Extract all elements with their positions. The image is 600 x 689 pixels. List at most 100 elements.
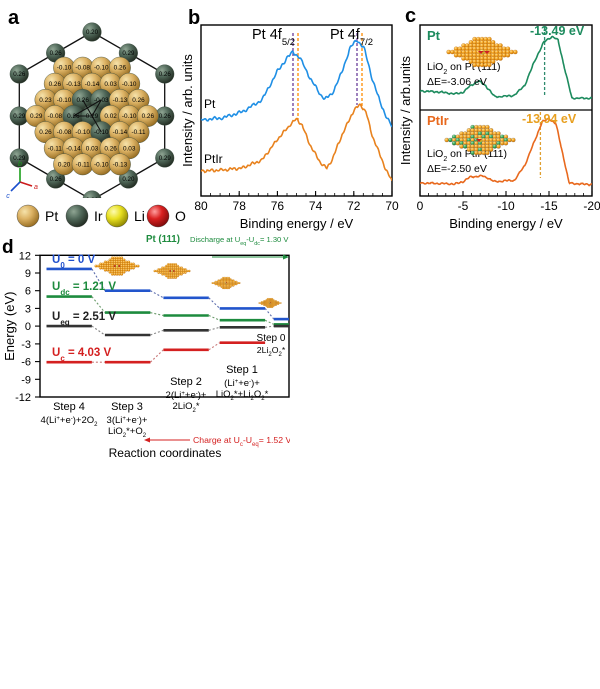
svg-text:74: 74 [309, 199, 323, 213]
svg-text:9: 9 [25, 268, 31, 280]
svg-text:0.26: 0.26 [142, 113, 155, 120]
svg-text:PtIr: PtIr [427, 113, 449, 128]
svg-text:-0.13: -0.13 [113, 161, 128, 168]
svg-text:0.26: 0.26 [49, 81, 62, 88]
svg-text:0.29: 0.29 [30, 113, 43, 120]
svg-text:-0.14: -0.14 [66, 145, 81, 152]
svg-text:0.03: 0.03 [123, 145, 136, 152]
svg-text:0.26: 0.26 [50, 50, 63, 57]
svg-text:3(Li++e-)+: 3(Li++e-)+ [107, 415, 148, 426]
svg-text:-0.14: -0.14 [113, 129, 128, 136]
svg-text:Step 2: Step 2 [170, 376, 202, 388]
svg-text:0.26: 0.26 [104, 145, 117, 152]
svg-text:-0.10: -0.10 [94, 161, 109, 168]
svg-text:-0.14: -0.14 [85, 81, 100, 88]
svg-text:b: b [18, 161, 22, 168]
svg-text:Binding energy / eV: Binding energy / eV [449, 216, 563, 231]
svg-text:Ueq = 2.51 V: Ueq = 2.51 V [52, 311, 116, 327]
svg-text:Step 3: Step 3 [111, 401, 143, 413]
svg-text:-15: -15 [540, 199, 558, 213]
svg-text:2Li2O2*: 2Li2O2* [257, 345, 286, 358]
svg-text:0.29: 0.29 [13, 113, 26, 120]
svg-text:Intensity / arb. units: Intensity / arb. units [182, 54, 195, 167]
svg-text:-0.10: -0.10 [57, 97, 72, 104]
svg-text:-9: -9 [21, 374, 31, 386]
svg-text:Step 0: Step 0 [257, 333, 286, 344]
svg-text:Intensity / arb.units: Intensity / arb.units [400, 55, 413, 165]
svg-text:Pt (111): Pt (111) [146, 234, 180, 245]
svg-text:-3: -3 [21, 339, 31, 351]
svg-text:b: b [188, 7, 200, 29]
svg-text:-0.10: -0.10 [94, 129, 109, 136]
svg-text:4(Li++e-)+2O2: 4(Li++e-)+2O2 [41, 415, 99, 428]
svg-text:0.29: 0.29 [159, 155, 172, 162]
svg-text:-0.11: -0.11 [76, 161, 91, 168]
svg-text:-6: -6 [21, 357, 31, 369]
svg-text:(Li++e-)+: (Li++e-)+ [224, 378, 260, 389]
svg-text:Energy (eV): Energy (eV) [2, 292, 17, 361]
svg-text:2LiO2*: 2LiO2* [172, 401, 199, 414]
svg-text:Uc = 4.03 V: Uc = 4.03 V [52, 347, 111, 363]
svg-text:-0.10: -0.10 [122, 113, 137, 120]
svg-text:-0.13: -0.13 [113, 97, 128, 104]
svg-text:-20: -20 [583, 199, 600, 213]
svg-text:-0.08: -0.08 [48, 113, 63, 120]
svg-text:Discharge at Ueq-Udc= 1.30 V: Discharge at Ueq-Udc= 1.30 V [190, 235, 289, 247]
svg-text:a: a [34, 184, 38, 191]
svg-text:Li: Li [134, 208, 145, 224]
svg-text:-0.08: -0.08 [75, 65, 90, 72]
svg-text:0: 0 [417, 199, 424, 213]
svg-text:12: 12 [19, 250, 31, 262]
svg-text:-0.08: -0.08 [57, 129, 72, 136]
svg-text:0.20: 0.20 [86, 29, 99, 36]
svg-text:0.26: 0.26 [13, 71, 26, 78]
svg-text:Reaction coordinates: Reaction coordinates [109, 446, 222, 460]
svg-text:Pt: Pt [204, 97, 216, 111]
svg-text:LiO2*+Li2O2*: LiO2*+Li2O2* [216, 389, 269, 402]
svg-text:3: 3 [25, 303, 31, 315]
svg-text:0.03: 0.03 [86, 145, 99, 152]
svg-text:PtIr: PtIr [204, 152, 223, 166]
svg-text:-10: -10 [497, 199, 515, 213]
svg-text:LiO2*+O2: LiO2*+O2 [108, 426, 147, 439]
svg-text:-5: -5 [458, 199, 469, 213]
svg-text:ΔE=-2.50 eV: ΔE=-2.50 eV [427, 163, 487, 175]
svg-text:0.20: 0.20 [58, 161, 71, 168]
svg-text:0.03: 0.03 [104, 81, 117, 88]
svg-text:0.26: 0.26 [114, 65, 127, 72]
svg-text:0.26: 0.26 [39, 129, 52, 136]
svg-text:U0 = 0 V: U0 = 0 V [52, 254, 95, 270]
svg-text:70: 70 [385, 199, 399, 213]
svg-text:0: 0 [25, 321, 31, 333]
svg-text:6: 6 [25, 286, 31, 298]
svg-text:-0.13: -0.13 [66, 81, 81, 88]
svg-text:ΔE=-3.06 eV: ΔE=-3.06 eV [427, 76, 487, 88]
svg-text:-0.10: -0.10 [122, 81, 137, 88]
svg-text:a: a [8, 7, 20, 29]
svg-text:0.02: 0.02 [104, 113, 117, 120]
svg-text:Pt: Pt [45, 208, 58, 224]
svg-text:72: 72 [347, 199, 361, 213]
svg-text:0.26: 0.26 [132, 97, 145, 104]
svg-text:0.26: 0.26 [159, 113, 172, 120]
svg-text:-13.94 eV: -13.94 eV [522, 112, 577, 126]
svg-text:Step 4: Step 4 [53, 401, 85, 413]
svg-text:Step 1: Step 1 [226, 364, 258, 376]
svg-text:O: O [175, 208, 186, 224]
svg-text:0.26: 0.26 [50, 176, 63, 183]
svg-text:0.23: 0.23 [39, 97, 52, 104]
svg-text:c: c [405, 5, 416, 27]
svg-text:Pt: Pt [427, 28, 441, 43]
svg-text:0.26: 0.26 [159, 71, 172, 78]
svg-text:Ir: Ir [94, 208, 103, 224]
svg-text:-0.11: -0.11 [131, 129, 146, 136]
svg-text:Udc = 1.21 V: Udc = 1.21 V [52, 281, 116, 297]
svg-text:2(Li++e-)+: 2(Li++e-)+ [166, 390, 207, 401]
svg-text:-0.11: -0.11 [48, 145, 63, 152]
svg-text:-12: -12 [15, 392, 31, 404]
svg-text:-0.10: -0.10 [75, 129, 90, 136]
svg-text:-0.10: -0.10 [94, 65, 109, 72]
svg-text:-0.10: -0.10 [57, 65, 72, 72]
svg-text:d: d [2, 237, 14, 258]
svg-text:0.26: 0.26 [67, 113, 80, 120]
